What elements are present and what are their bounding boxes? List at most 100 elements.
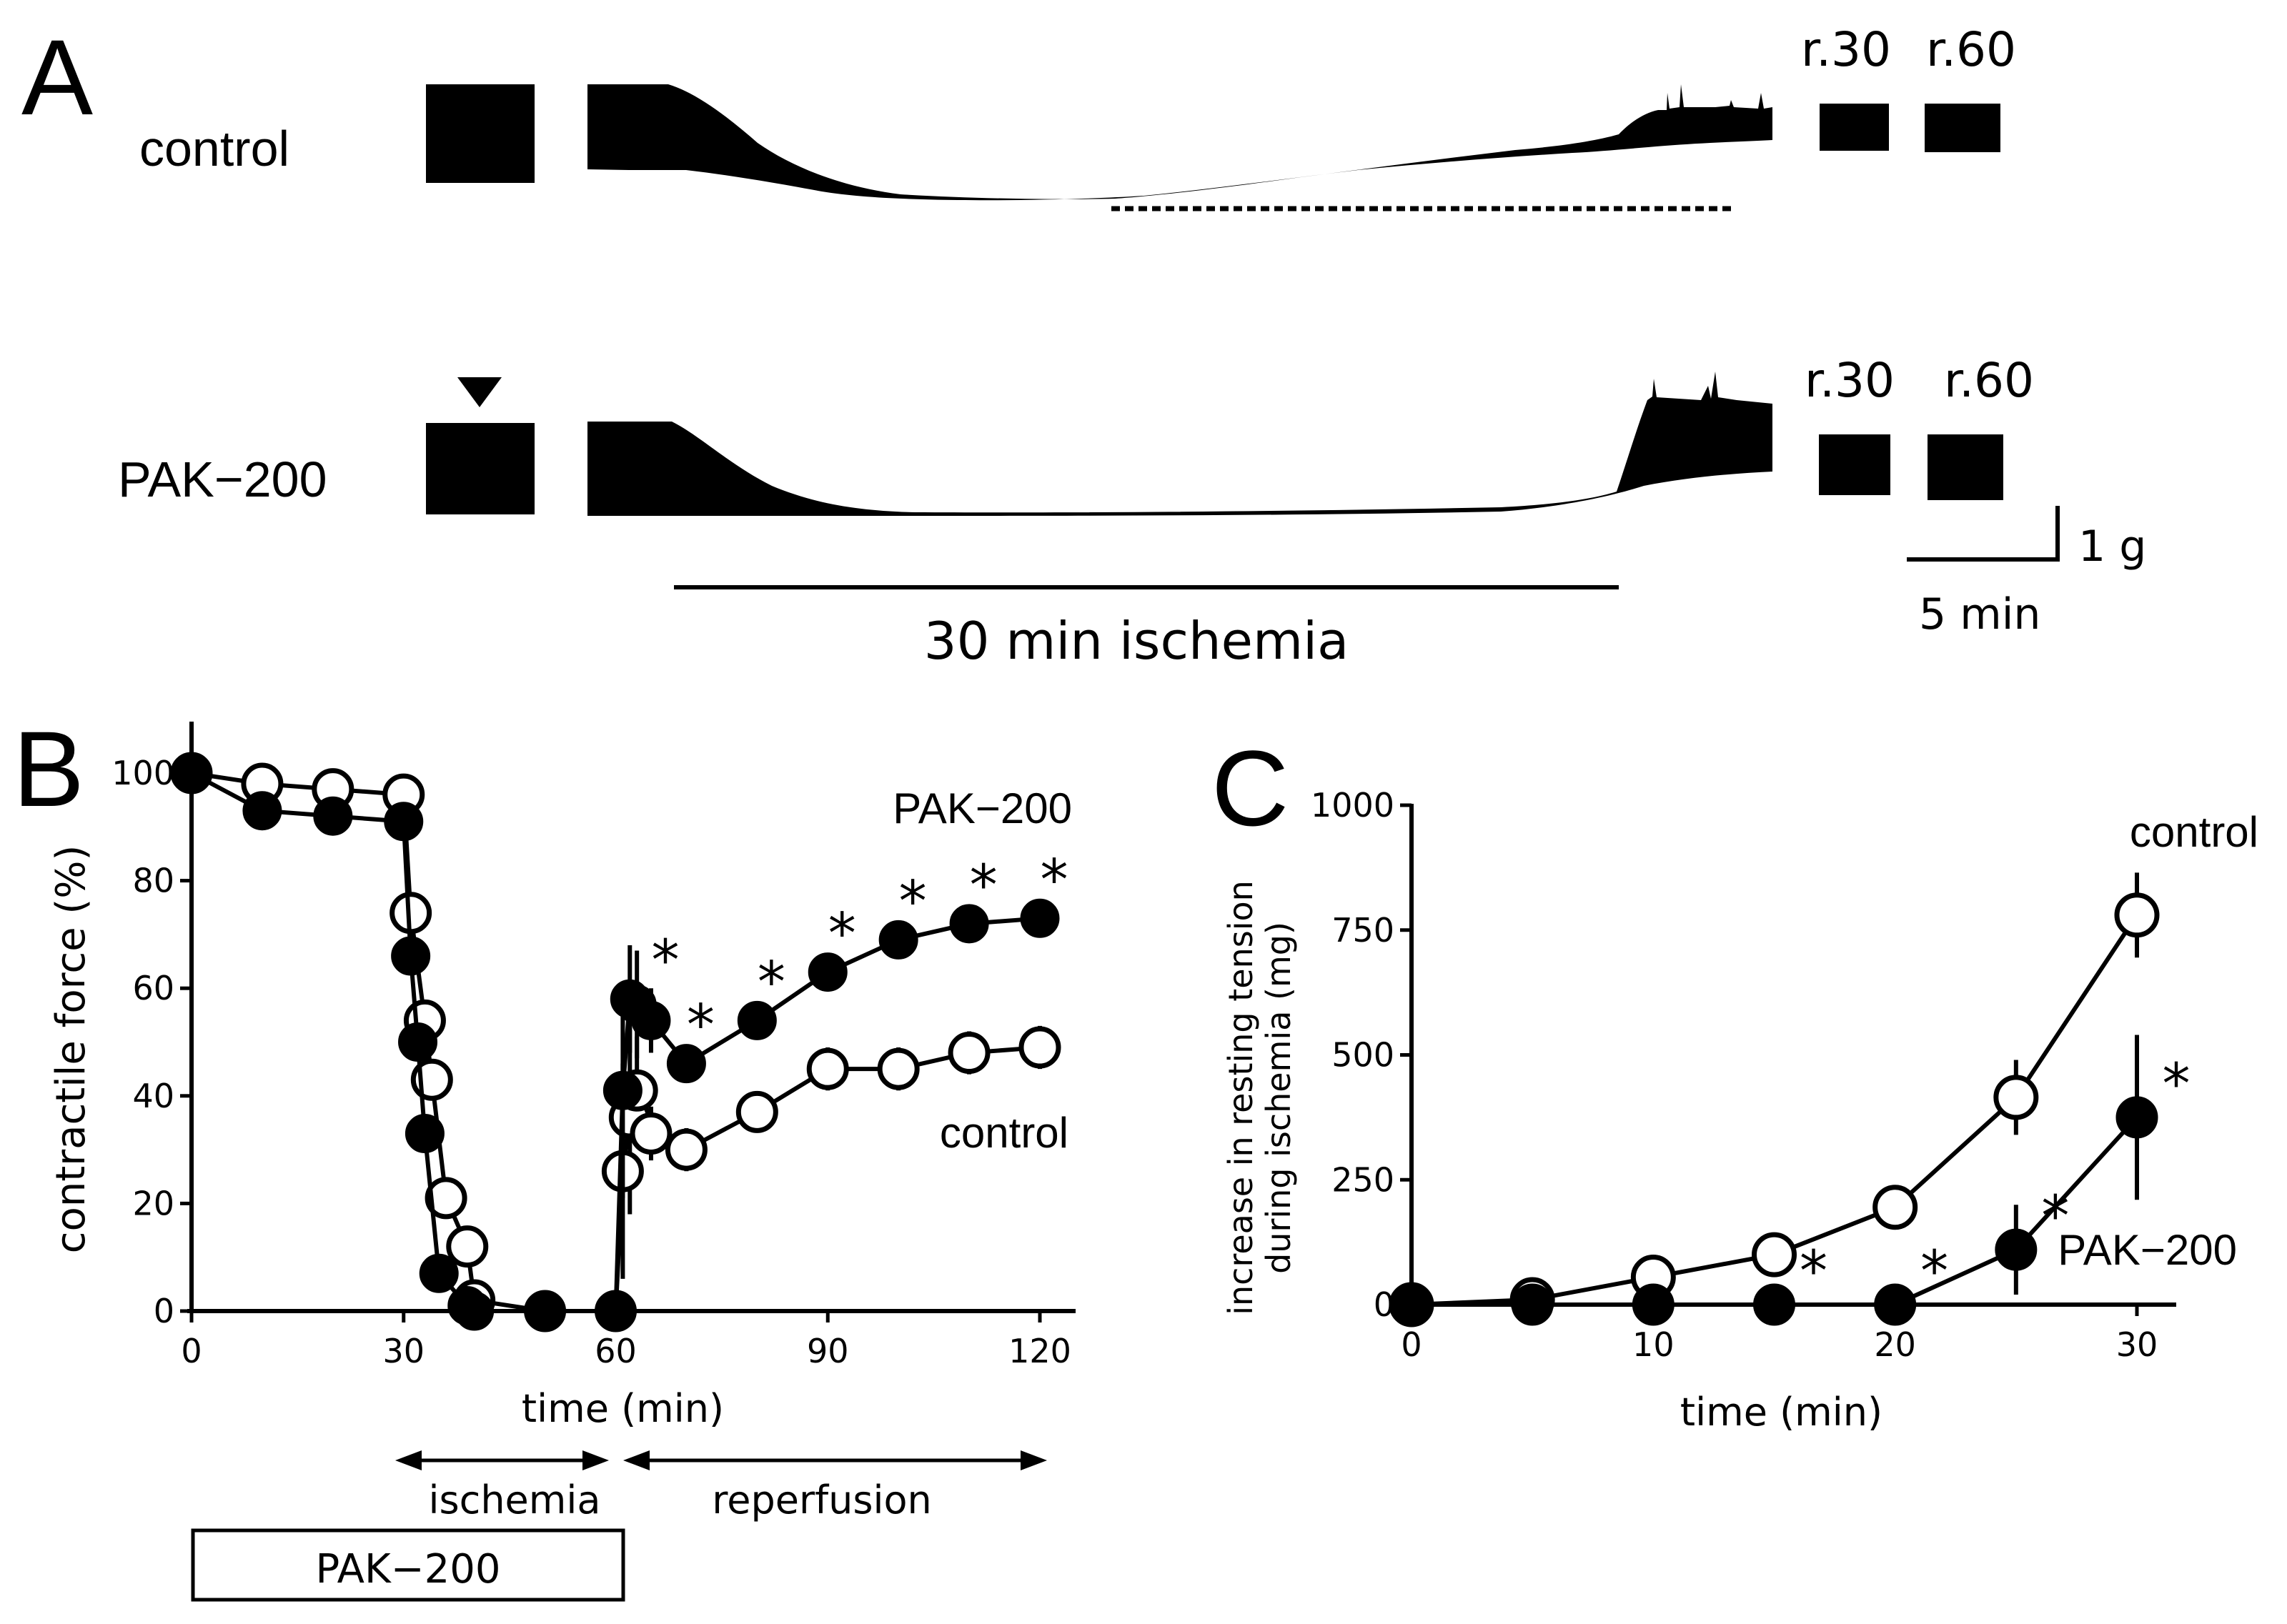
- control-r60-block: [1925, 104, 2000, 152]
- series-line: [190, 771, 1041, 1313]
- panel-c-letter: C: [1211, 728, 1289, 848]
- data-point: [1390, 1283, 1433, 1326]
- data-point: [446, 1225, 489, 1268]
- data-point: [172, 753, 212, 793]
- x-tick-label: 0: [1401, 1325, 1422, 1364]
- data-point: [391, 936, 431, 976]
- data-point: [948, 1032, 991, 1075]
- ischemia-arrow-right-head: [582, 1450, 609, 1470]
- significance-marker: *: [1920, 1240, 1948, 1304]
- drug-application-arrowhead: [457, 377, 502, 407]
- data-point: [313, 796, 353, 836]
- series-control: [1389, 872, 2160, 1327]
- data-point: [398, 1022, 438, 1062]
- data-point: [1995, 1228, 2038, 1271]
- control-baseline-block: [426, 84, 535, 183]
- x-axis-title: time (min): [522, 1386, 724, 1431]
- control-ischemia-trace: [587, 84, 1772, 201]
- data-point: [1018, 1026, 1061, 1069]
- y-tick-label: 20: [132, 1184, 174, 1222]
- pak200-r30-label: r.30: [1805, 353, 1895, 408]
- series-control: [170, 752, 1061, 1332]
- phase-indicators: [395, 1450, 1047, 1470]
- data-point: [877, 1047, 920, 1090]
- data-point: [419, 1253, 459, 1293]
- data-point: [2114, 892, 2160, 938]
- significance-marker: *: [1800, 1240, 1827, 1304]
- significance-marker: *: [899, 870, 927, 934]
- data-point: [1632, 1283, 1675, 1326]
- significance-marker: *: [2163, 1052, 2191, 1117]
- significance-marker: *: [828, 902, 856, 967]
- annotation-control: control: [2130, 808, 2258, 856]
- significance-marker: *: [2041, 1185, 2069, 1249]
- data-point: [384, 802, 424, 842]
- series-line: [191, 771, 1041, 1313]
- x-tick-label: 30: [382, 1332, 425, 1370]
- x-axis-title: time (min): [1680, 1390, 1882, 1435]
- x-tick-label: 20: [1874, 1325, 1916, 1364]
- y-axis-title-line1: increase in resting tension: [1221, 880, 1260, 1315]
- control-r60-label: r.60: [1926, 22, 2016, 77]
- y-tick-label: 80: [132, 862, 174, 900]
- data-point: [878, 920, 918, 960]
- treatment-period-box: [191, 1528, 625, 1602]
- reperfusion-arrow-left-head: [623, 1450, 650, 1470]
- data-point: [808, 952, 848, 992]
- y-tick-label: 750: [1331, 911, 1394, 950]
- y-axis-title: contractile force (%): [48, 845, 94, 1254]
- series-pak-200: [1390, 1035, 2158, 1326]
- significance-marker: *: [651, 929, 679, 993]
- x-tick-label: 10: [1632, 1325, 1675, 1364]
- significance-marker: *: [687, 994, 715, 1058]
- pak200-baseline-block: [426, 423, 535, 514]
- data-point: [1872, 1185, 1918, 1230]
- control-trace: [426, 84, 2000, 211]
- significance-marker: *: [758, 950, 785, 1015]
- data-point: [806, 1047, 849, 1090]
- y-axis-title-line2: during ischemia (mg): [1259, 922, 1298, 1274]
- data-point: [1511, 1283, 1554, 1326]
- scale-force-label: 1 g: [2078, 522, 2146, 572]
- ischemia-arrow-left-head: [395, 1450, 422, 1470]
- phase-label-ischemia: ischemia: [429, 1478, 601, 1523]
- data-point: [425, 1177, 467, 1220]
- data-point: [2115, 1096, 2158, 1139]
- y-tick-label: 500: [1331, 1036, 1394, 1075]
- data-point: [525, 1291, 565, 1331]
- pak200-r30-block: [1819, 434, 1890, 495]
- pak200-ischemia-trace: [587, 372, 1772, 516]
- data-point: [630, 1112, 673, 1155]
- y-tick-label: 0: [154, 1292, 174, 1330]
- pak200-r60-block: [1928, 434, 2003, 500]
- treatment-period-label: PAK−200: [315, 1546, 500, 1593]
- panel-a: A control PAK−200 r.30 r.60 r.30 r.60 30…: [21, 17, 2146, 671]
- trace-label-pak200: PAK−200: [118, 452, 327, 507]
- pak200-trace: [426, 372, 2003, 516]
- x-tick-label: 60: [595, 1332, 637, 1370]
- data-point: [1874, 1283, 1917, 1326]
- control-r30-block: [1820, 104, 1889, 151]
- series-pak-200: [172, 753, 1060, 1331]
- ischemia-period-label: 30 min ischemia: [924, 611, 1349, 671]
- data-point: [405, 1114, 445, 1154]
- data-point: [631, 1000, 671, 1040]
- y-tick-label: 1000: [1311, 786, 1394, 825]
- pak200-r60-label: r.60: [1944, 353, 2034, 408]
- data-point: [1020, 898, 1060, 938]
- data-point: [735, 1090, 778, 1133]
- scale-bar: [1907, 506, 2060, 562]
- x-tick-label: 120: [1008, 1332, 1071, 1370]
- data-point: [1752, 1232, 1797, 1277]
- panel-a-letter: A: [21, 17, 93, 137]
- annotation-pak200: PAK−200: [2058, 1226, 2237, 1274]
- reperfusion-arrow-right-head: [1021, 1450, 1047, 1470]
- y-tick-label: 40: [132, 1077, 174, 1115]
- control-r30-label: r.30: [1801, 22, 1891, 77]
- y-tick-label: 250: [1331, 1160, 1394, 1199]
- panel-b-letter: B: [13, 709, 84, 829]
